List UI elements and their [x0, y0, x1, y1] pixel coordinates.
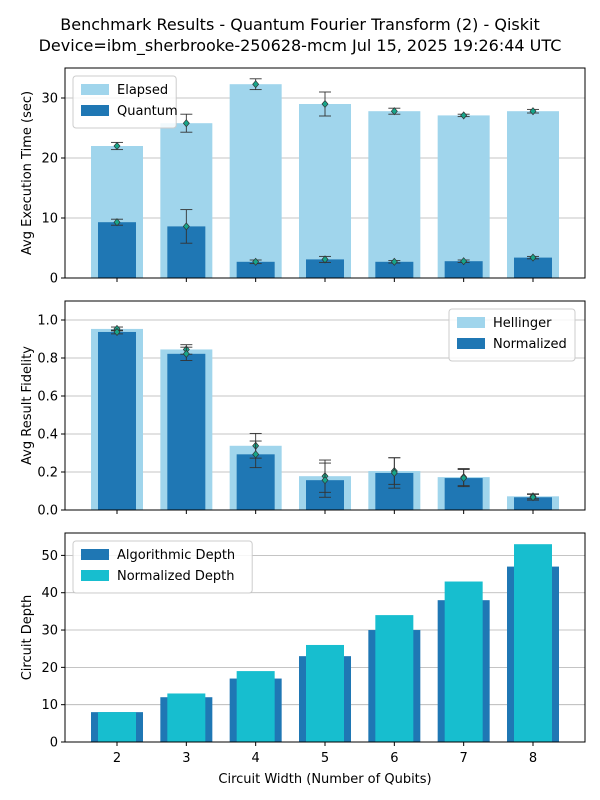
chart-panel-1: 0 10 20 30 Avg Execution Time (sec) Elapsed Qu…: [20, 67, 586, 287]
chart-panel-3: 0 10 20 30 40 50 2 3 4 5 6 7 8 Circuit Depth Circuit W…: [20, 532, 586, 787]
ytick-label-1: 0.2: [37, 466, 58, 481]
bar-quantum-7: [444, 261, 483, 278]
ytick-label-2: 20: [41, 152, 58, 167]
xtick-label-4: 4: [252, 751, 260, 766]
datapoint-marker-0-4: [390, 107, 398, 116]
xtick-label-2: 2: [113, 751, 121, 766]
ytick-label-4: 40: [41, 586, 58, 601]
bar-normalized-2: [98, 331, 136, 510]
bar-elapsed-8: [507, 111, 559, 278]
xtick-label-8: 8: [529, 751, 537, 766]
datapoint-marker-1-2: [252, 450, 260, 459]
datapoint-marker-1-3: [321, 255, 329, 264]
bar-normalized-depth-3: [167, 693, 206, 742]
bar-normalized-depth-6: [375, 615, 414, 742]
ytick-label-1: 10: [41, 698, 58, 713]
datapoint-marker-0-5: [460, 111, 468, 120]
datapoint-marker-0-1: [182, 119, 190, 128]
ytick-label-5: 1.0: [37, 314, 58, 329]
datapoint-marker-1-1: [182, 222, 190, 231]
ytick-label-3: 30: [41, 92, 58, 107]
datapoint-marker-0-0: [113, 141, 121, 151]
legend-swatch-0: [81, 84, 109, 95]
legend: Hellinger Normalized: [448, 308, 576, 362]
datapoint-marker-0-2: [252, 80, 260, 89]
bar-quantum-8: [514, 257, 552, 278]
y-axis-label: Avg Execution Time (sec): [20, 91, 35, 255]
ytick-label-1: 10: [41, 212, 58, 227]
bar-normalized-depth-7: [444, 581, 483, 742]
datapoint-marker-1-4: [390, 257, 398, 266]
figure-title-line1: Benchmark Results - Quantum Fourier Tran…: [60, 15, 539, 34]
datapoint-marker-1-3: [321, 476, 329, 485]
datapoint-marker-1-1: [182, 349, 190, 358]
legend-swatch-0: [457, 317, 485, 328]
x-axis-label: Circuit Width (Number of Qubits): [218, 772, 431, 787]
ytick-label-5: 50: [41, 549, 58, 564]
bar-normalized-8: [514, 497, 552, 510]
ytick-label-4: 0.8: [37, 352, 58, 367]
y-axis-label: Circuit Depth: [20, 595, 35, 681]
legend-label-normalized-depth: Normalized Depth: [117, 569, 234, 584]
legend-label-algorithmic-depth: Algorithmic Depth: [117, 548, 235, 563]
legend: Algorithmic Depth Normalized Depth: [72, 540, 253, 594]
datapoint-marker-1-6: [529, 253, 537, 262]
bar-normalized-depth-4: [236, 671, 275, 742]
datapoint-marker-1-5: [460, 474, 468, 483]
legend-box: [72, 540, 253, 594]
legend: Elapsed Quantum: [72, 75, 178, 129]
bar-normalized-depth-5: [306, 644, 344, 742]
bar-quantum-5: [306, 259, 344, 278]
ytick-label-0: 0.0: [37, 504, 58, 519]
legend-label-elapsed: Elapsed: [117, 83, 168, 98]
datapoint-marker-0-3: [321, 99, 329, 109]
xtick-label-5: 5: [321, 751, 329, 766]
y-axis-label: Avg Result Fidelity: [20, 346, 35, 465]
bar-elapsed-5: [299, 104, 351, 278]
legend-swatch-0: [81, 549, 109, 560]
ytick-label-3: 30: [41, 624, 58, 639]
bar-normalized-depth-2: [98, 712, 136, 742]
chart-panel-2: 0.0 0.2 0.4 0.6 0.8 1.0 Avg Result Fidelity Hel…: [20, 300, 586, 519]
figure-title-line2: Device=ibm_sherbrooke-250628-mcm Jul 15,…: [39, 36, 562, 56]
legend-swatch-1: [81, 105, 109, 116]
datapoint-marker-1-2: [252, 257, 260, 266]
bar-quantum-6: [375, 261, 414, 278]
datapoint-marker-0-6: [529, 107, 537, 116]
xtick-label-3: 3: [182, 751, 190, 766]
legend-label-normalized: Normalized: [493, 337, 567, 352]
datapoint-marker-1-6: [529, 493, 537, 502]
ytick-label-2: 0.4: [37, 428, 58, 443]
bar-elapsed-4: [229, 84, 282, 278]
ytick-label-0: 0: [50, 272, 58, 287]
datapoint-marker-1-0: [113, 327, 121, 337]
legend-label-quantum: Quantum: [117, 104, 178, 119]
bar-elapsed-6: [368, 111, 421, 278]
xtick-label-6: 6: [390, 751, 398, 766]
datapoint-marker-1-4: [390, 468, 398, 477]
datapoint-marker-1-5: [460, 257, 468, 266]
legend-swatch-1: [457, 338, 485, 349]
legend-swatch-1: [81, 570, 109, 581]
ytick-label-3: 0.6: [37, 390, 58, 405]
ytick-label-0: 0: [50, 736, 58, 751]
datapoint-marker-1-0: [113, 218, 121, 227]
ytick-label-2: 20: [41, 661, 58, 676]
bar-normalized-depth-8: [514, 544, 552, 742]
bar-quantum-2: [98, 222, 136, 278]
legend-label-hellinger: Hellinger: [493, 316, 552, 331]
xtick-label-7: 7: [460, 751, 468, 766]
bar-quantum-4: [236, 261, 275, 278]
bar-elapsed-7: [437, 115, 490, 279]
bar-normalized-3: [167, 353, 206, 510]
